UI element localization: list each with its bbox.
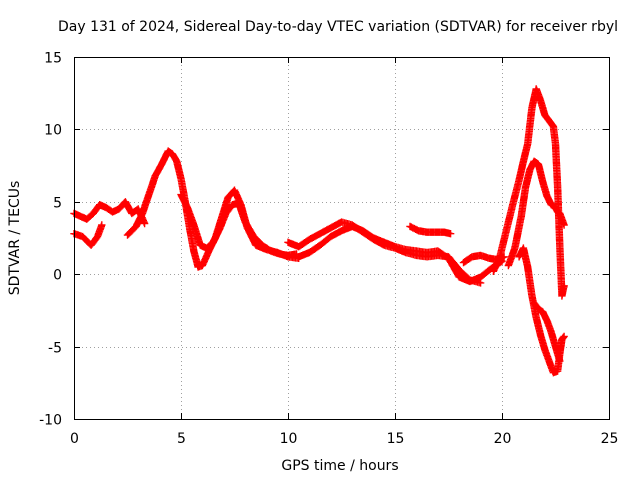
series-arc-mid-2 <box>295 222 506 286</box>
series-marks <box>295 222 506 286</box>
series-arc-short <box>406 222 455 238</box>
plot-frame <box>74 57 610 420</box>
series-marks <box>504 157 568 270</box>
y-tick-label: 15 <box>44 51 62 67</box>
x-tick-label: 25 <box>601 431 619 447</box>
series-arc-early-lower <box>70 221 106 249</box>
x-axis-label: GPS time / hours <box>281 458 398 474</box>
series-arc-late-2 <box>504 157 568 270</box>
series-arc-late-4 <box>530 299 564 365</box>
y-tick-label: -5 <box>48 341 62 357</box>
series-arc-main-2 <box>177 190 301 260</box>
y-tick-label: -10 <box>39 413 62 429</box>
chart-title: Day 131 of 2024, Sidereal Day-to-day VTE… <box>58 19 618 35</box>
y-tick-label: 10 <box>44 123 62 139</box>
series-marks <box>530 299 564 365</box>
series-marks <box>70 221 106 249</box>
y-tick-label: 0 <box>53 268 62 284</box>
x-tick-label: 5 <box>177 431 186 447</box>
series-marks <box>406 222 455 238</box>
x-tick-label: 10 <box>280 431 298 447</box>
x-tick-label: 0 <box>70 431 79 447</box>
y-tick-label: 5 <box>53 196 62 212</box>
x-tick-label: 15 <box>387 431 405 447</box>
series-marks <box>177 190 301 260</box>
x-tick-label: 20 <box>494 431 512 447</box>
data-series <box>70 85 568 377</box>
y-axis-label: SDTVAR / TECUs <box>7 181 23 296</box>
axes: 0 5 10 15 20 25 -10 -5 0 5 10 15 <box>39 51 618 448</box>
